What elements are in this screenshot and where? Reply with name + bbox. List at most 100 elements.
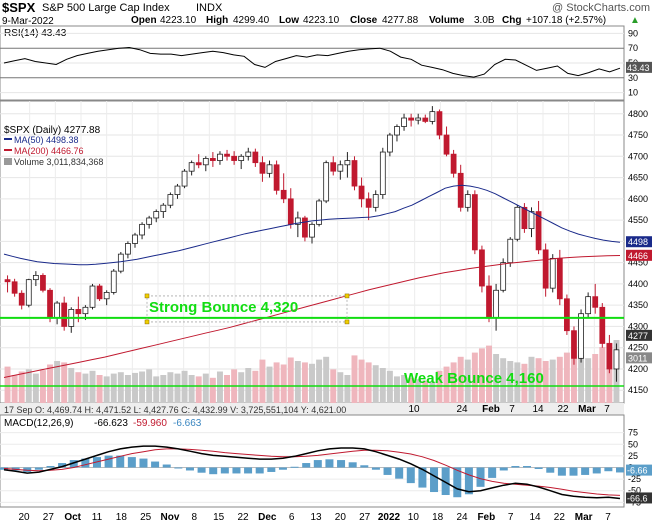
volume-bar	[224, 375, 231, 403]
candle-body	[486, 285, 492, 319]
candle-body	[585, 296, 592, 315]
candle-body	[408, 117, 415, 121]
volume-bar	[139, 371, 146, 403]
rsi-tick-label: 90	[628, 28, 638, 38]
macd-histogram-bar	[337, 460, 346, 468]
rsi-current-badge: 43.43	[627, 63, 650, 73]
macd-histogram-bar	[523, 466, 532, 468]
volume-bar	[415, 379, 422, 403]
macd-x-label: 11	[92, 512, 103, 523]
volume-bar	[32, 373, 39, 403]
candle-body	[542, 249, 549, 289]
volume-bar	[252, 370, 259, 403]
volume-bar	[316, 359, 323, 403]
candle-body	[195, 162, 202, 166]
volume-bar	[124, 375, 131, 403]
volume-bar	[422, 380, 429, 403]
ma200-badge: 4466	[628, 251, 648, 261]
macd-x-label: 20	[18, 512, 30, 523]
volume-bar	[188, 375, 195, 403]
volume-bar	[273, 362, 280, 403]
high-value: 4299.40	[233, 15, 270, 26]
macd-histogram-bar	[313, 460, 322, 468]
macd-histogram-bar	[534, 467, 543, 469]
price-tick-label: 4400	[628, 279, 648, 289]
candle-body	[160, 204, 167, 212]
macd-histogram-bar	[476, 467, 485, 487]
close-label: Close	[350, 15, 378, 26]
candle-body	[514, 206, 521, 240]
macd-histogram-bar	[162, 464, 171, 468]
volume-badge: 3011	[628, 353, 647, 363]
volume-bar	[365, 362, 372, 403]
macd-tick-label: -50	[628, 486, 641, 496]
volume-bar	[174, 373, 181, 403]
strong-bounce-handle	[144, 319, 150, 325]
price-legend-title: $SPX (Daily) 4277.88	[4, 125, 101, 136]
volume-bar	[110, 373, 117, 403]
candle-body	[549, 257, 556, 289]
open-value: 4223.10	[160, 15, 197, 26]
close-badge-bg	[626, 329, 652, 341]
volume-bar	[457, 356, 464, 403]
ma200-badge-bg	[626, 249, 652, 261]
volume-bar	[429, 382, 436, 403]
volume-bar	[294, 361, 301, 403]
macd-x-label: 20	[335, 512, 347, 523]
macd-legend-prefix: MACD(12,26,9)	[4, 418, 73, 429]
candle-body	[471, 194, 478, 251]
index-name: S&P 500 Large Cap Index	[42, 2, 170, 14]
macd-x-label: Oct	[64, 512, 81, 523]
candle-body	[344, 160, 351, 166]
volume-bar	[436, 370, 443, 403]
macd-frame	[0, 414, 625, 508]
macd-legend-hist: -6.663	[173, 418, 202, 429]
candle-body	[273, 164, 280, 191]
volume-badge-bg	[626, 352, 652, 364]
price-tick-label: 4600	[628, 194, 648, 204]
ma200-legend-swatch	[4, 149, 12, 151]
candle-body	[96, 285, 103, 300]
high-label: High	[206, 15, 228, 26]
volume-bar	[4, 366, 11, 403]
volume-bar	[54, 361, 61, 403]
candle-body	[11, 281, 18, 294]
macd-x-label: 22	[554, 512, 566, 523]
candle-body	[309, 223, 315, 238]
candle-body	[252, 151, 259, 164]
macd-histogram-bar	[69, 460, 78, 468]
macd-histogram-bar	[232, 467, 241, 474]
ma50-legend: MA(50) 4498.38	[14, 135, 79, 145]
volume-bar	[82, 373, 89, 403]
candle-body	[32, 274, 39, 281]
candle-body	[287, 198, 294, 225]
macd-x-label: 24	[456, 512, 468, 523]
candle-body	[294, 217, 301, 225]
macd-histogram-bar	[406, 467, 415, 484]
volume-bar	[117, 372, 124, 403]
macd-x-label: 25	[140, 512, 152, 523]
macd-histogram-bar	[174, 467, 183, 469]
volume-bar	[75, 372, 82, 403]
macd-x-label: 6	[289, 512, 295, 523]
open-label: Open	[131, 15, 157, 26]
volume-bar	[401, 375, 408, 403]
macd-x-label: 14	[529, 512, 541, 523]
price-tick-label: 4150	[628, 385, 648, 395]
volume-bar	[478, 348, 485, 403]
candle-body	[415, 117, 422, 121]
volume-bar	[358, 359, 365, 403]
volume-bar	[259, 359, 266, 403]
candle-body	[316, 200, 322, 225]
candle-body	[125, 243, 131, 255]
candle-body	[231, 155, 237, 161]
chg-label: Chg	[502, 15, 521, 26]
candle-body	[464, 194, 471, 208]
macd-histogram-bar	[488, 467, 497, 478]
volume-bar	[372, 365, 379, 403]
rsi-tick-label: 70	[628, 43, 638, 53]
price-x-label: 24	[456, 404, 468, 415]
candle-body	[75, 309, 82, 315]
volume-bar	[507, 361, 514, 403]
